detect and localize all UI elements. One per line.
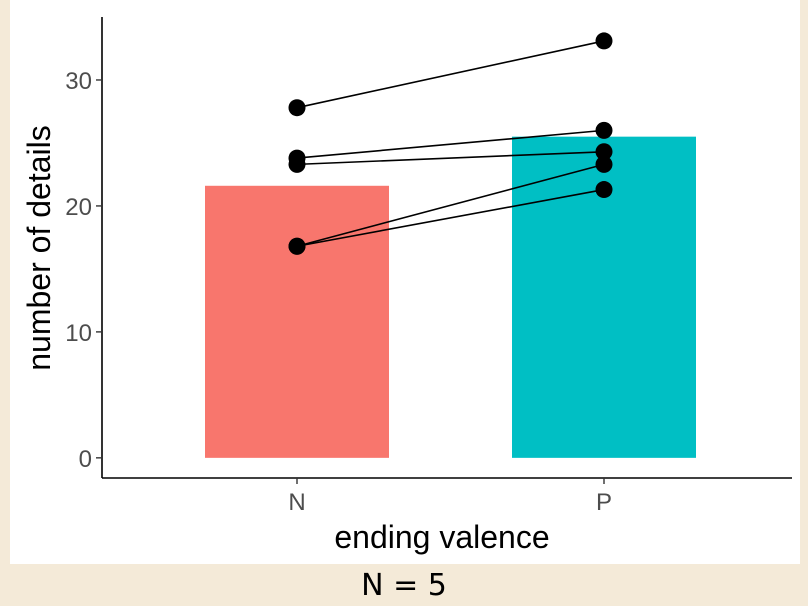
- y-axis-title: number of details: [21, 125, 57, 370]
- paired-line-5: [296, 188, 605, 248]
- point-P-1: [595, 32, 613, 50]
- x-axis-title: ending valence: [334, 519, 549, 555]
- paired-line-4: [296, 163, 605, 248]
- x-tick-label-N: N: [288, 489, 305, 516]
- y-tick-label-30: 30: [65, 68, 92, 95]
- point-P-4: [595, 155, 613, 173]
- points-layer: [288, 32, 613, 255]
- point-P-2: [595, 121, 613, 139]
- point-P-5: [595, 181, 613, 199]
- paired-line-2: [296, 129, 605, 159]
- point-P-3: [595, 143, 613, 161]
- y-tick-label-0: 0: [79, 446, 92, 473]
- paired-line-3: [296, 150, 605, 166]
- y-tick-label-10: 10: [65, 320, 92, 347]
- bar-N: [205, 185, 389, 458]
- bars-layer: [205, 136, 696, 458]
- y-tick-label-20: 20: [65, 194, 92, 221]
- paired-lines-layer: [296, 40, 605, 248]
- point-N-3: [288, 155, 306, 173]
- point-N-1: [288, 99, 306, 117]
- paired-line-1: [296, 40, 605, 109]
- y-ticks: 0 10 20 30: [65, 68, 102, 473]
- x-tick-label-P: P: [596, 489, 612, 516]
- point-N-5: [288, 237, 306, 255]
- sample-size-caption: N = 5: [361, 568, 447, 603]
